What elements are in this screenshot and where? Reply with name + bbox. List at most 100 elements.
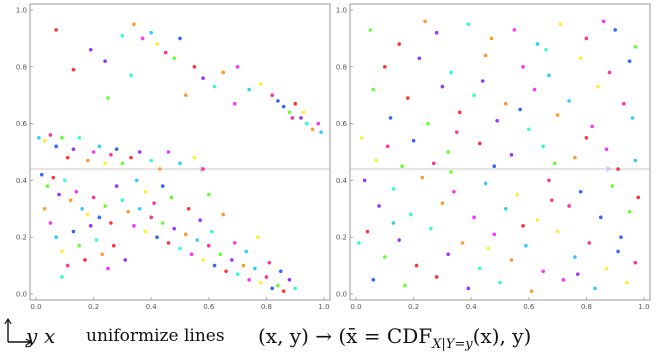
data-point bbox=[630, 116, 635, 120]
caption: y x uniformize lines (x, y) → (x̄ = CDFX… bbox=[0, 316, 670, 354]
data-point bbox=[293, 286, 298, 291]
data-point bbox=[486, 246, 491, 251]
data-point bbox=[483, 181, 488, 186]
data-point bbox=[241, 263, 246, 268]
data-point bbox=[103, 161, 107, 166]
data-point bbox=[365, 229, 370, 234]
data-point bbox=[166, 150, 171, 154]
data-point bbox=[94, 238, 99, 242]
data-point bbox=[532, 87, 537, 92]
data-point bbox=[186, 207, 191, 211]
data-point bbox=[383, 255, 387, 259]
data-point bbox=[555, 113, 560, 117]
data-point bbox=[287, 110, 292, 115]
data-point bbox=[613, 28, 617, 32]
data-point bbox=[74, 189, 79, 194]
x-tick-label: 0.2 bbox=[408, 303, 419, 311]
data-point bbox=[293, 101, 298, 106]
caption-axis-x: x bbox=[44, 324, 56, 348]
data-point bbox=[137, 150, 142, 154]
data-point bbox=[123, 258, 128, 262]
data-point bbox=[109, 153, 113, 157]
data-point bbox=[160, 184, 165, 188]
data-point bbox=[201, 258, 205, 262]
data-point bbox=[624, 280, 629, 285]
y-tick-label: 1.0 bbox=[336, 7, 347, 15]
data-point bbox=[166, 241, 171, 245]
data-point bbox=[593, 286, 597, 291]
data-point bbox=[132, 22, 136, 27]
data-point bbox=[189, 252, 194, 257]
data-point bbox=[610, 184, 615, 188]
data-point bbox=[368, 28, 373, 32]
data-point bbox=[129, 155, 133, 160]
data-point bbox=[155, 235, 159, 239]
data-point bbox=[71, 229, 76, 234]
data-point bbox=[149, 215, 153, 220]
data-point bbox=[400, 164, 404, 168]
data-point bbox=[97, 215, 102, 220]
data-point bbox=[42, 138, 47, 143]
y-tick-label: 0.4 bbox=[336, 177, 348, 185]
data-point bbox=[169, 195, 174, 200]
data-point bbox=[524, 243, 528, 248]
data-point bbox=[45, 184, 50, 188]
data-point bbox=[63, 178, 67, 183]
data-point bbox=[143, 229, 148, 234]
data-point bbox=[120, 33, 125, 38]
data-point bbox=[599, 215, 603, 220]
data-point bbox=[276, 99, 280, 103]
y-tick-label: 0.0 bbox=[336, 291, 347, 299]
data-point bbox=[466, 22, 471, 27]
data-point bbox=[498, 280, 502, 285]
data-point bbox=[88, 47, 93, 52]
data-point bbox=[426, 121, 430, 126]
data-point bbox=[567, 99, 571, 103]
data-point bbox=[489, 36, 494, 41]
data-point bbox=[253, 266, 257, 271]
data-point bbox=[83, 258, 87, 262]
data-point bbox=[633, 260, 638, 265]
data-point bbox=[60, 275, 64, 279]
data-point bbox=[255, 235, 260, 239]
data-point bbox=[512, 28, 517, 32]
y-tick-label: 0.8 bbox=[16, 63, 27, 71]
data-point bbox=[160, 221, 165, 225]
data-point bbox=[319, 130, 323, 134]
data-point bbox=[109, 221, 113, 225]
data-point bbox=[232, 101, 237, 106]
scatter-plot-after: 0.0 0.2 0.4 0.6 0.8 1.0 0.0 0.2 0.4 0.6 0.8 1.0 bbox=[336, 3, 651, 311]
data-point bbox=[495, 118, 499, 123]
data-point bbox=[550, 198, 554, 203]
data-point bbox=[457, 110, 462, 115]
data-point bbox=[212, 84, 217, 89]
data-point bbox=[578, 56, 583, 61]
data-point bbox=[584, 136, 589, 140]
data-point bbox=[276, 283, 280, 288]
data-point bbox=[503, 207, 508, 211]
data-point bbox=[521, 224, 525, 228]
data-point bbox=[440, 201, 445, 205]
data-point bbox=[230, 258, 234, 262]
data-point bbox=[88, 224, 93, 228]
data-point bbox=[235, 272, 240, 276]
data-point bbox=[552, 161, 557, 166]
caption-axis-y: y bbox=[26, 324, 38, 348]
data-point bbox=[480, 79, 485, 83]
data-point bbox=[440, 84, 445, 89]
data-point bbox=[455, 130, 459, 134]
data-point bbox=[97, 144, 102, 149]
data-point bbox=[411, 138, 416, 143]
data-point bbox=[192, 155, 197, 160]
data-point bbox=[77, 136, 81, 140]
data-point bbox=[446, 150, 450, 154]
data-point bbox=[535, 42, 540, 46]
data-point bbox=[596, 84, 600, 89]
data-point bbox=[106, 266, 110, 271]
data-point bbox=[391, 187, 396, 191]
data-point bbox=[518, 107, 522, 112]
data-point bbox=[619, 235, 623, 239]
data-point bbox=[42, 207, 47, 211]
data-point bbox=[417, 56, 422, 61]
